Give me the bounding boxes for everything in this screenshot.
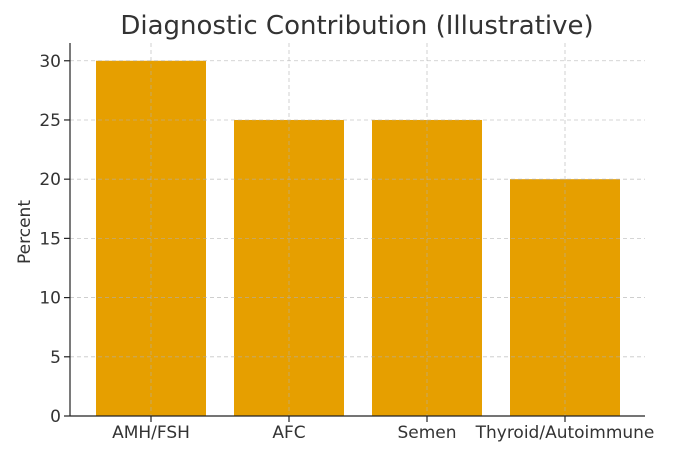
y-tick-label: 10 [39,289,61,309]
y-tick-label: 15 [39,229,61,249]
x-tick-label: Semen [397,423,456,443]
chart-title: Diagnostic Contribution (Illustrative) [120,11,593,41]
axis-layer: 0 5 10 15 20 25 30 AMH/FSH AFC Semen Thyroid/Autoi… [39,43,654,443]
x-tick-label: AFC [272,423,305,443]
x-tick-label: Thyroid/Autoimmune [475,423,655,443]
y-tick-label: 0 [50,407,61,427]
y-tick-label: 5 [50,348,61,368]
y-tick-label: 30 [39,52,61,72]
y-tick-label: 25 [39,111,61,131]
y-tick-label: 20 [39,170,61,190]
x-tick-label: AMH/FSH [112,423,190,443]
y-axis-title: Percent [15,200,35,264]
